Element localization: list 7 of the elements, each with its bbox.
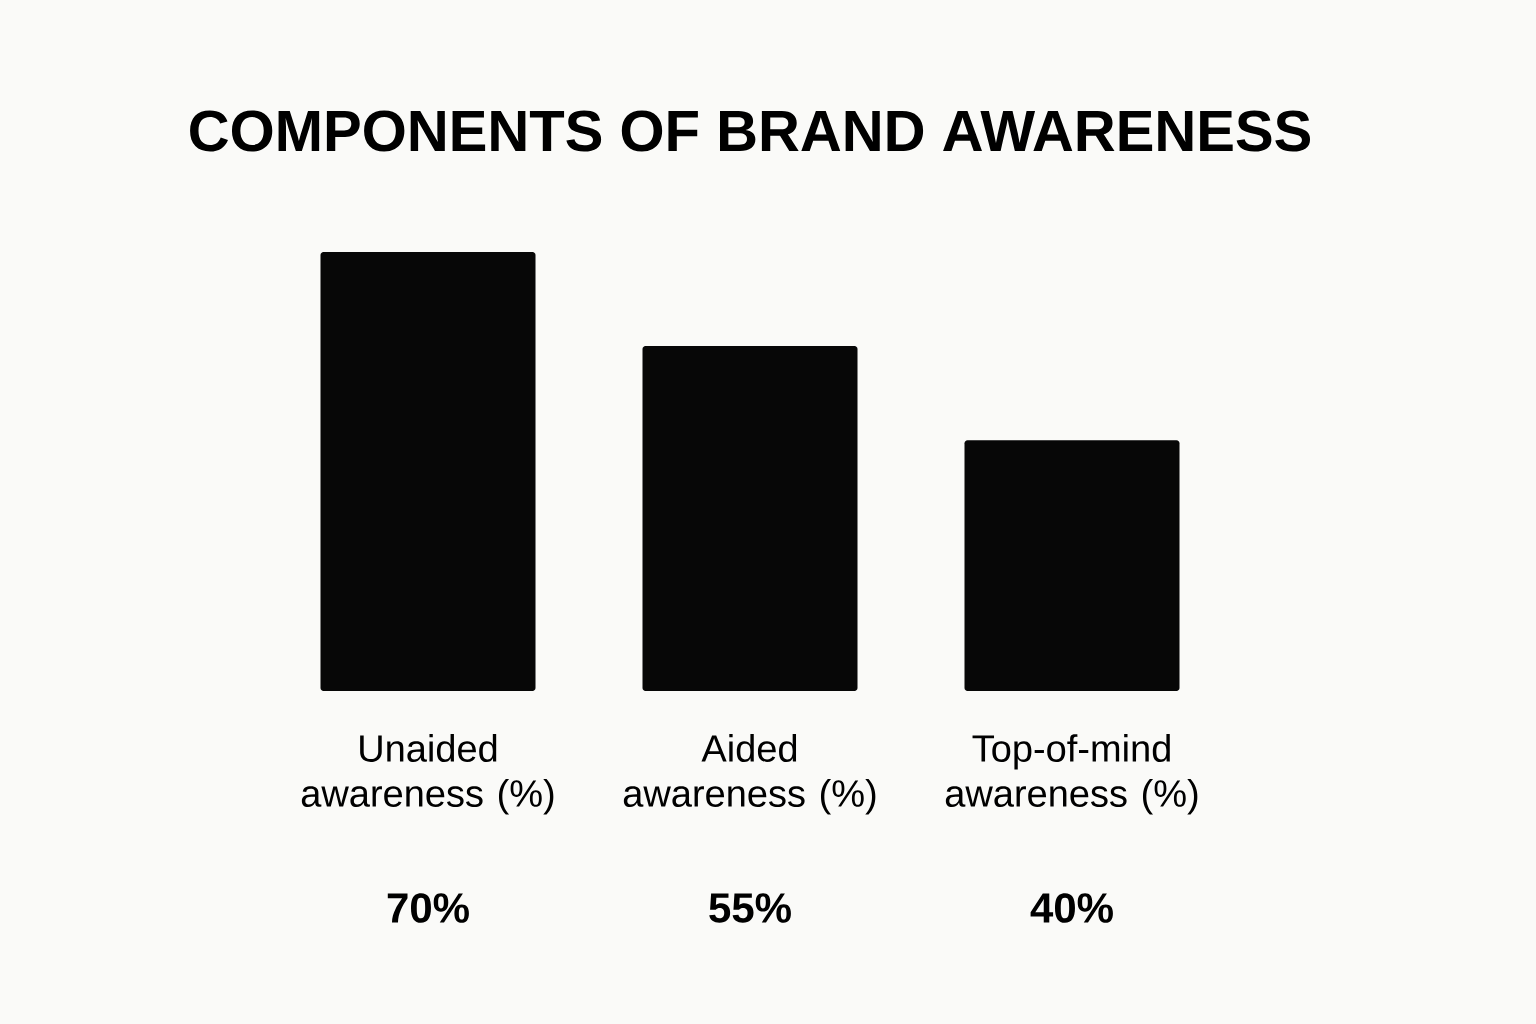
x-tick-label: Top-of-mind awareness (%) [945, 734, 1198, 815]
data-label: 55% [709, 893, 791, 923]
x-tick-label: Aided awareness (%) [623, 734, 876, 815]
chart-title: COMPONENTS OF BRAND AWARENESS [190, 110, 1311, 152]
x-tick-label: Unaided awareness (%) [301, 734, 554, 815]
data-label: 40% [1030, 893, 1113, 923]
data-label: 70% [387, 893, 469, 923]
